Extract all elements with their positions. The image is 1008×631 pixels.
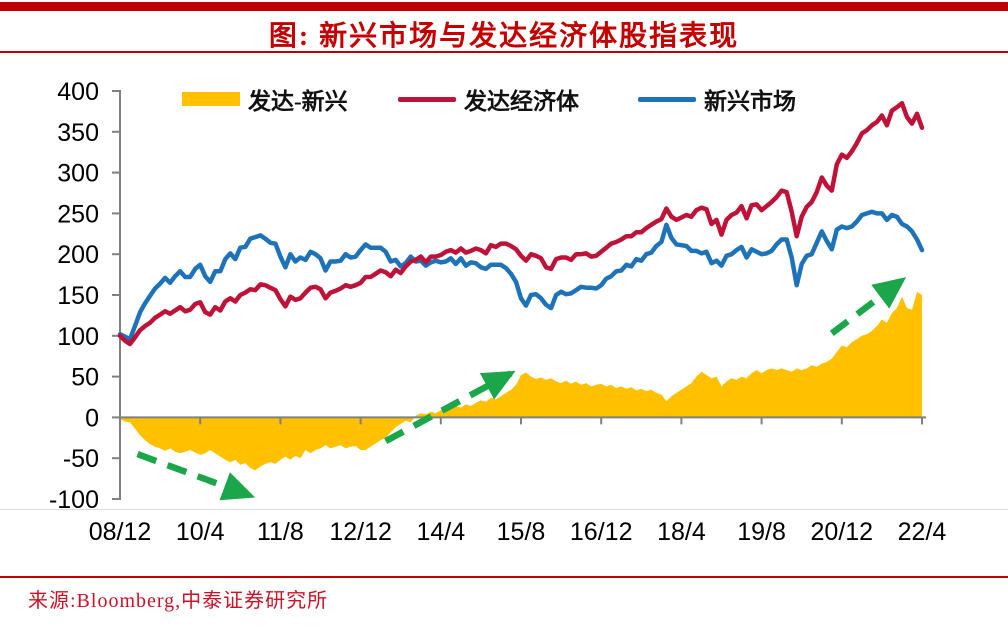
legend-label-emerging: 新兴市场 — [704, 89, 796, 114]
legend-item-spread: 发达-新兴 — [182, 85, 348, 114]
spread-area-swatch-icon — [182, 92, 240, 106]
y-tick-label: 0 — [85, 404, 99, 432]
x-tick-label: 10/4 — [176, 518, 225, 546]
chart-title: 图: 新兴市场与发达经济体股指表现 — [268, 21, 740, 52]
source-note: 来源:Bloomberg,中泰证券研究所 — [28, 590, 329, 612]
x-tick-label: 08/12 — [89, 518, 152, 546]
source-divider — [0, 576, 1008, 578]
y-tick-label: 100 — [57, 323, 99, 351]
line-layer — [117, 100, 925, 347]
title-divider — [0, 51, 1008, 53]
developed-economies-line — [117, 100, 925, 347]
axes-layer — [112, 90, 926, 500]
x-tick-label: 11/8 — [257, 518, 304, 546]
developed-line-swatch-icon — [398, 96, 456, 102]
top-accent-bar — [0, 2, 1008, 11]
x-tick-label: 15/8 — [497, 518, 546, 546]
emerging-line-swatch-icon — [638, 96, 696, 102]
emerging-markets-line — [117, 209, 925, 342]
legend-label-spread: 发达-新兴 — [248, 89, 348, 114]
trend-arrow — [384, 370, 516, 444]
annotation-layer — [136, 277, 907, 501]
x-tick-label: 19/8 — [737, 518, 786, 546]
trend-arrow — [136, 451, 256, 501]
x-tick-label: 18/4 — [657, 518, 706, 546]
legend-item-developed: 发达经济体 — [398, 85, 579, 114]
y-tick-label: 350 — [57, 119, 99, 147]
x-tick-label: 16/12 — [570, 518, 633, 546]
area-layer — [120, 291, 922, 471]
chart-bottom-rule — [0, 509, 1008, 510]
y-tick-label: 250 — [57, 200, 99, 228]
y-tick-label: 400 — [57, 78, 99, 106]
y-tick-label: 300 — [57, 160, 99, 188]
y-tick-label: 200 — [57, 241, 99, 269]
x-tick-label: 20/12 — [811, 518, 874, 546]
y-tick-label: -50 — [63, 445, 99, 473]
y-tick-label: 50 — [71, 364, 99, 392]
legend-label-developed: 发达经济体 — [464, 89, 579, 114]
trend-arrow — [829, 277, 907, 336]
x-tick-label: 12/12 — [329, 518, 392, 546]
x-tick-label: 14/4 — [416, 518, 465, 546]
spread-area — [120, 291, 922, 471]
x-tick-label: 22/4 — [898, 518, 947, 546]
legend-item-emerging: 新兴市场 — [638, 85, 796, 114]
y-tick-label: 150 — [57, 282, 99, 310]
